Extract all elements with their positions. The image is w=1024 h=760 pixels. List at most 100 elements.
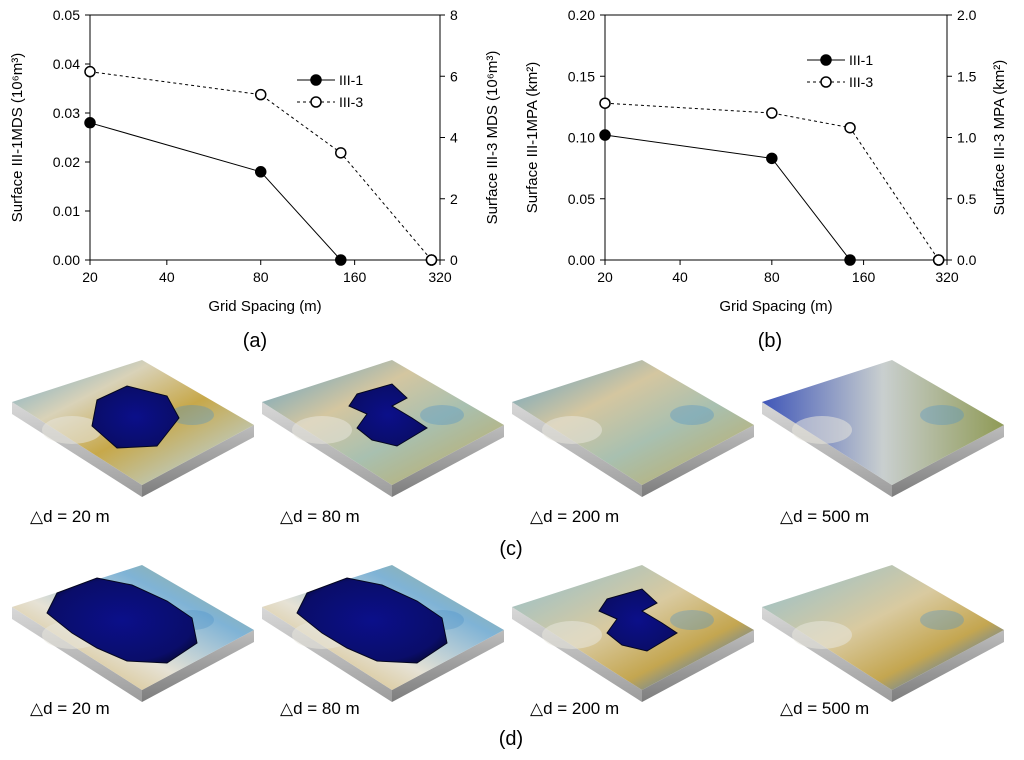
left-y-tick-label: 0.01 xyxy=(53,203,80,219)
tile-side-right xyxy=(642,630,754,702)
legend-marker xyxy=(820,76,832,88)
left-y-tick-label: 0.05 xyxy=(568,191,595,207)
water-body xyxy=(348,383,428,447)
left-y-tick-label: 0.05 xyxy=(53,7,80,23)
terrain-row-c: △d = 20 m △d = 80 m △d = 200 m △d = 500 m (c… xyxy=(12,360,1004,560)
plot-frame xyxy=(604,14,948,261)
x-tick-label: 80 xyxy=(764,269,780,285)
tile-caption: △d = 500 m xyxy=(780,507,869,526)
terrain-shade xyxy=(420,405,464,425)
data-point-III-3 xyxy=(335,147,347,159)
x-tick-label: 160 xyxy=(343,269,367,285)
series-line-III-3 xyxy=(89,71,432,261)
data-point-III-3 xyxy=(599,97,611,109)
left-y-tick-label: 0.02 xyxy=(53,154,80,170)
panel-label: (a) xyxy=(243,330,267,352)
tile-side-right xyxy=(892,425,1004,497)
terrain-tile xyxy=(12,360,254,497)
water-body xyxy=(91,385,180,449)
terrain-highlight xyxy=(42,416,102,444)
left-y-tick-label: 0.00 xyxy=(568,252,595,268)
terrain-tile xyxy=(262,565,504,702)
right-y-tick-label: 2.0 xyxy=(957,7,977,23)
right-y-axis-title: Surface III-3 MDS (10⁶m³) xyxy=(484,51,501,225)
terrain-tile xyxy=(12,565,254,702)
row-label: (c) xyxy=(499,538,522,560)
water-body xyxy=(296,577,448,664)
terrain-highlight xyxy=(792,416,852,444)
terrain-shade xyxy=(920,610,964,630)
x-tick-label: 160 xyxy=(852,269,876,285)
tile-surface xyxy=(762,565,1004,690)
data-point-III-1 xyxy=(254,166,267,178)
terrain-shade xyxy=(170,405,214,425)
terrain-tile xyxy=(762,360,1004,497)
terrain-highlight xyxy=(292,416,352,444)
data-point-III-3 xyxy=(844,121,856,134)
x-axis-title: Grid Spacing (m) xyxy=(208,298,321,315)
legend-label: III-1 xyxy=(339,72,363,88)
tile-caption: △d = 20 m xyxy=(30,699,110,718)
terrain-highlight xyxy=(792,621,852,649)
right-y-tick-label: 6 xyxy=(450,68,458,84)
x-tick-label: 20 xyxy=(597,269,613,285)
tile-side-right xyxy=(392,630,504,702)
left-y-axis-title: Surface III-1MPA (km²) xyxy=(524,62,541,213)
tile-side-right xyxy=(892,630,1004,702)
data-point-III-1 xyxy=(335,254,347,266)
tile-surface xyxy=(512,360,754,485)
right-y-axis-title: Surface III-3 MPA (km²) xyxy=(991,60,1008,216)
tile-side-right xyxy=(642,425,754,497)
data-point-III-1 xyxy=(599,129,611,141)
terrain-tile xyxy=(262,360,504,497)
tile-caption: △d = 500 m xyxy=(780,699,869,718)
legend-marker xyxy=(310,74,322,86)
tile-surface xyxy=(762,360,1004,485)
row-label: (d) xyxy=(499,728,523,750)
x-tick-label: 320 xyxy=(935,269,959,285)
left-y-tick-label: 0.20 xyxy=(568,7,595,23)
x-tick-label: 40 xyxy=(159,269,175,285)
data-point-III-1 xyxy=(844,254,856,266)
x-tick-label: 20 xyxy=(82,269,98,285)
left-y-tick-label: 0.15 xyxy=(568,68,595,84)
tile-side-right xyxy=(142,630,254,702)
chart-a: 0.00 0.01 0.02 0.03 0.04 0.05 0 2 4 6 8 20 40 80 160 32… xyxy=(9,7,501,352)
right-y-tick-label: 0.5 xyxy=(957,191,977,207)
terrain-tile xyxy=(512,360,754,497)
data-point-III-3 xyxy=(932,254,945,266)
terrain-tile xyxy=(762,565,1004,702)
data-point-III-1 xyxy=(84,117,96,129)
tile-caption: △d = 20 m xyxy=(30,507,110,526)
tile-caption: △d = 200 m xyxy=(530,507,619,526)
data-point-III-3 xyxy=(254,88,267,101)
right-y-tick-label: 0 xyxy=(450,252,458,268)
left-y-tick-label: 0.04 xyxy=(53,56,80,72)
data-point-III-3 xyxy=(84,65,96,78)
series-line-III-1 xyxy=(89,122,432,261)
left-y-tick-label: 0.10 xyxy=(568,130,595,146)
tile-side-right xyxy=(142,425,254,497)
tile-side-right xyxy=(392,425,504,497)
tile-caption: △d = 80 m xyxy=(280,507,360,526)
terrain-row-d: △d = 20 m △d = 80 m △d = 200 m △d = 500 m (d… xyxy=(12,565,1004,750)
terrain-highlight xyxy=(542,416,602,444)
legend-label: III-3 xyxy=(849,74,873,90)
panel-label: (b) xyxy=(758,330,782,352)
series-line-III-3 xyxy=(604,102,940,261)
terrain-shade xyxy=(670,405,714,425)
tile-caption: △d = 80 m xyxy=(280,699,360,718)
right-y-tick-label: 0.0 xyxy=(957,252,977,268)
series-line-III-1 xyxy=(604,134,939,261)
right-y-tick-label: 2 xyxy=(450,191,458,207)
x-tick-label: 40 xyxy=(672,269,688,285)
right-y-tick-label: 8 xyxy=(450,7,458,23)
right-y-tick-label: 1.5 xyxy=(957,68,977,84)
data-point-III-3 xyxy=(766,107,778,119)
water-body xyxy=(46,577,198,664)
left-y-tick-label: 0.00 xyxy=(53,252,80,268)
right-y-tick-label: 4 xyxy=(450,130,458,146)
right-y-tick-label: 1.0 xyxy=(957,130,977,146)
terrain-shade xyxy=(920,405,964,425)
